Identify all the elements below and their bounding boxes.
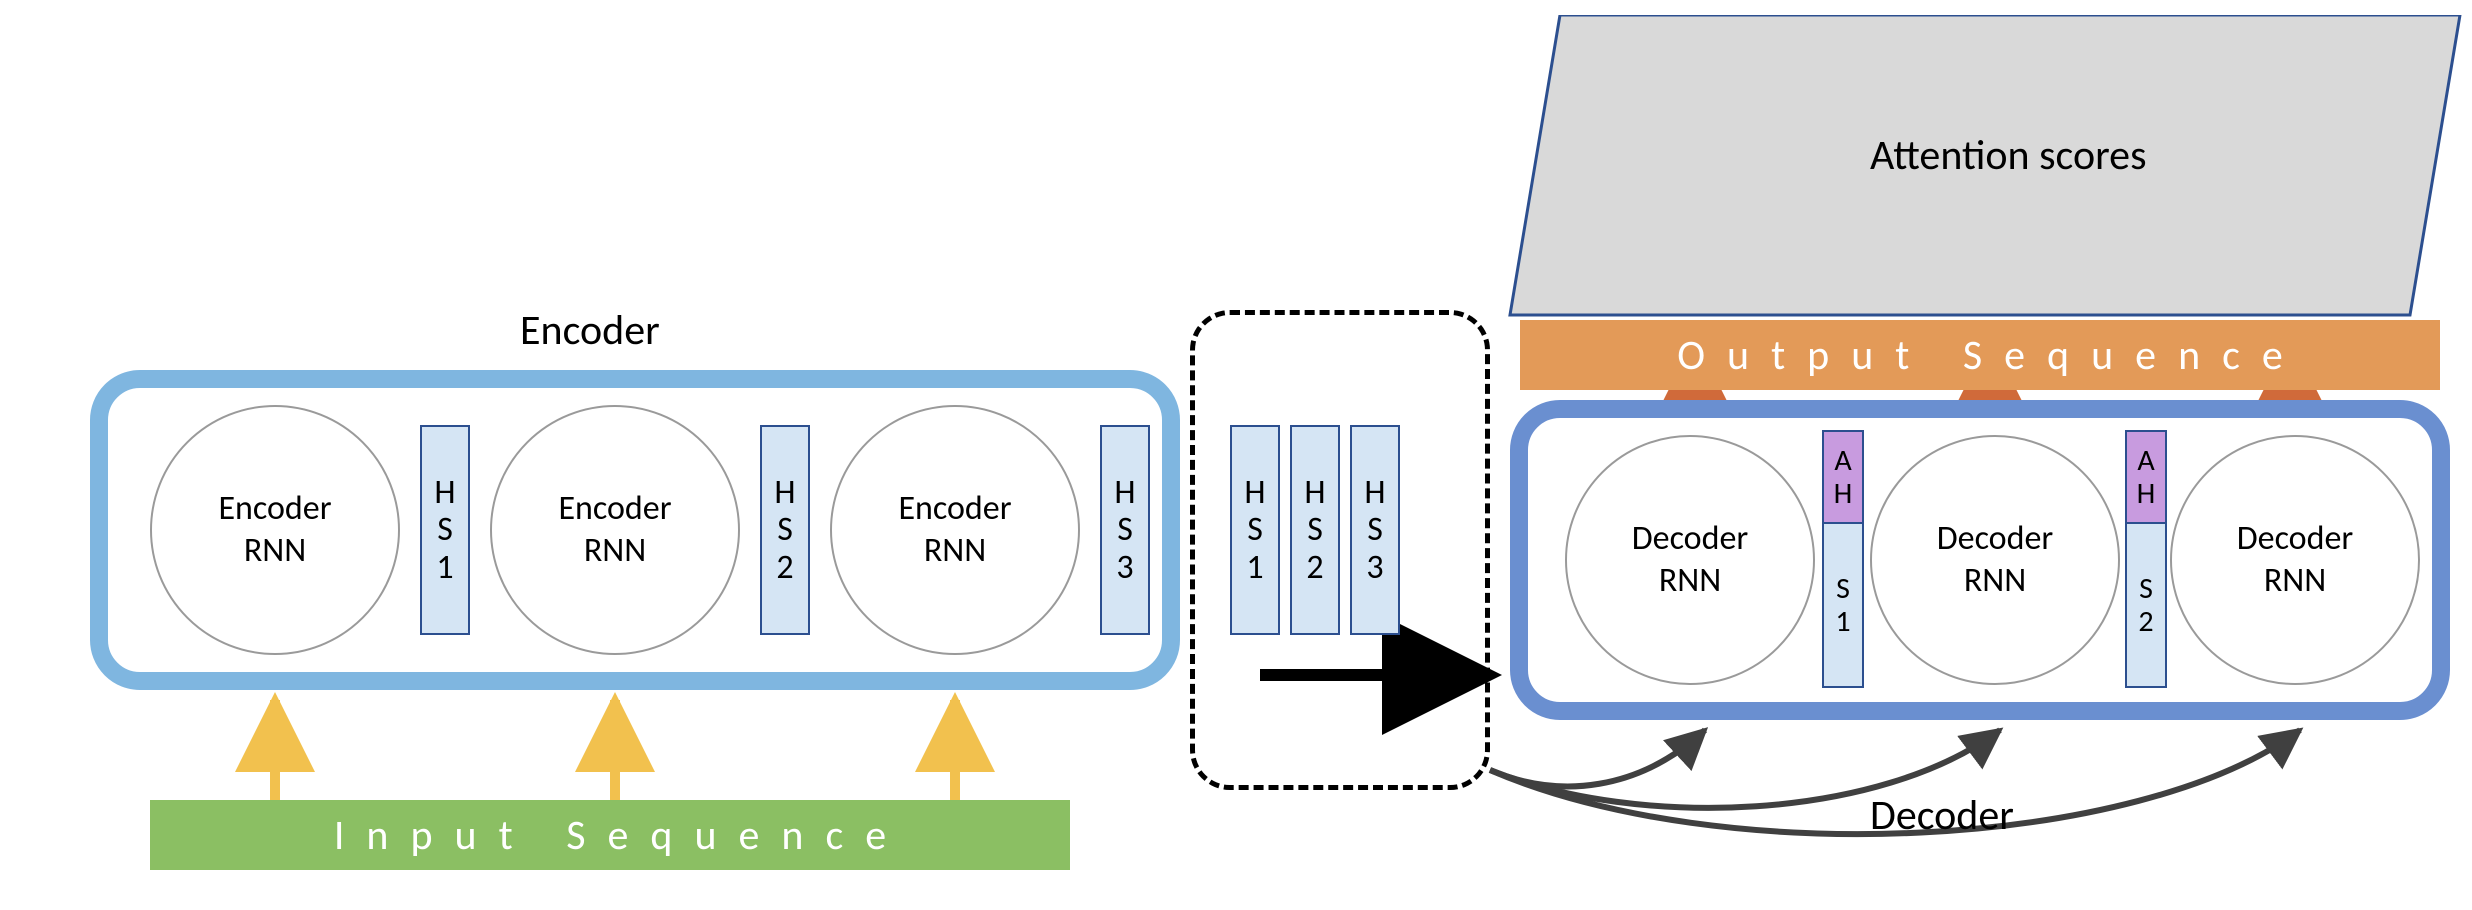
chs2-s: S	[1307, 511, 1323, 548]
decoder-rnn-1: Decoder RNN	[1565, 435, 1815, 685]
chs1-s: S	[1247, 511, 1263, 548]
ahs2-n: 2	[2138, 605, 2153, 638]
chs3-h: H	[1364, 474, 1385, 511]
chs1-h: H	[1244, 474, 1265, 511]
decoder-rnn-3: Decoder RNN	[2170, 435, 2420, 685]
chs2-h: H	[1304, 474, 1325, 511]
chs2-n: 2	[1306, 549, 1323, 586]
context-hs-3: H S 3	[1350, 425, 1400, 635]
ahs1-a: A	[1834, 444, 1851, 477]
dec1-l2: RNN	[1659, 560, 1721, 601]
ahs2-a: A	[2137, 444, 2154, 477]
context-hs-2: H S 2	[1290, 425, 1340, 635]
dec1-l1: Decoder	[1632, 518, 1749, 559]
ahs2-h: H	[2137, 477, 2156, 510]
attention-title: Attention scores	[1870, 130, 2147, 181]
decoder-rnn-2: Decoder RNN	[1870, 435, 2120, 685]
attention-hidden-state-2: A H S 2	[2125, 430, 2167, 688]
chs3-s: S	[1367, 511, 1383, 548]
context-hs-1: H S 1	[1230, 425, 1280, 635]
output-sequence-bar: Output Sequence	[1520, 320, 2440, 390]
output-sequence-text: Output Sequence	[1677, 330, 2305, 381]
dec2-l2: RNN	[1964, 560, 2026, 601]
attention-hidden-state-1: A H S 1	[1822, 430, 1864, 688]
decoder-title: Decoder	[1870, 790, 2014, 841]
ahs2-s: S	[2139, 572, 2153, 605]
ahs1-s: S	[1836, 572, 1850, 605]
dec3-l1: Decoder	[2237, 518, 2354, 559]
dec2-l1: Decoder	[1937, 518, 2054, 559]
chs1-n: 1	[1246, 549, 1263, 586]
chs3-n: 3	[1366, 549, 1383, 586]
ahs1-n: 1	[1835, 605, 1850, 638]
ahs1-h: H	[1834, 477, 1853, 510]
dec3-l2: RNN	[2264, 560, 2326, 601]
